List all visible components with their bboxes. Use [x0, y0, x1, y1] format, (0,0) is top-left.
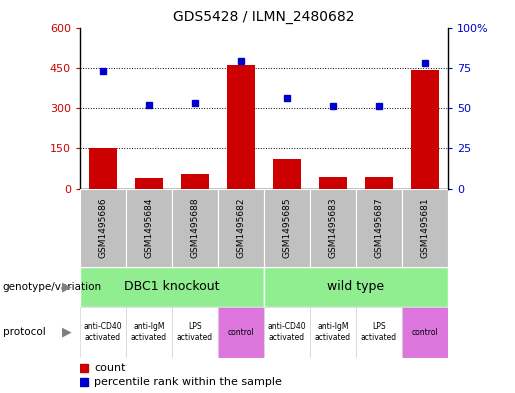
Bar	[402, 307, 448, 358]
Bar	[264, 307, 310, 358]
Text: wild type: wild type	[328, 280, 385, 294]
Text: percentile rank within the sample: percentile rank within the sample	[94, 377, 282, 387]
Text: genotype/variation: genotype/variation	[3, 282, 101, 292]
Bar	[411, 70, 439, 189]
Bar	[181, 174, 209, 189]
Text: GSM1495686: GSM1495686	[98, 198, 107, 258]
Bar	[80, 267, 264, 307]
Text: GSM1495683: GSM1495683	[329, 198, 337, 258]
Bar	[273, 159, 301, 189]
Text: ▶: ▶	[62, 280, 72, 294]
Bar	[218, 307, 264, 358]
Bar	[310, 189, 356, 267]
Text: control: control	[228, 328, 254, 336]
Bar	[135, 178, 163, 189]
Text: anti-IgM
activated: anti-IgM activated	[131, 322, 167, 342]
Bar	[365, 176, 393, 189]
Bar	[89, 148, 116, 189]
Text: GSM1495685: GSM1495685	[282, 198, 291, 258]
Bar	[218, 189, 264, 267]
Bar	[310, 307, 356, 358]
Text: anti-CD40
activated: anti-CD40 activated	[268, 322, 306, 342]
Text: GSM1495687: GSM1495687	[374, 198, 384, 258]
Bar	[172, 189, 218, 267]
Title: GDS5428 / ILMN_2480682: GDS5428 / ILMN_2480682	[173, 10, 355, 24]
Bar	[126, 307, 172, 358]
Bar	[126, 189, 172, 267]
Bar	[227, 65, 255, 189]
Text: DBC1 knockout: DBC1 knockout	[124, 280, 219, 294]
Text: GSM1495682: GSM1495682	[236, 198, 246, 258]
Bar	[80, 189, 126, 267]
Bar	[264, 267, 448, 307]
Text: LPS
activated: LPS activated	[177, 322, 213, 342]
Bar	[356, 307, 402, 358]
Text: count: count	[94, 364, 126, 373]
Text: ▶: ▶	[62, 325, 72, 339]
Bar	[402, 189, 448, 267]
Bar	[356, 189, 402, 267]
Text: GSM1495688: GSM1495688	[191, 198, 199, 258]
Text: GSM1495684: GSM1495684	[144, 198, 153, 258]
Text: anti-CD40
activated: anti-CD40 activated	[83, 322, 122, 342]
Text: control: control	[411, 328, 438, 336]
Bar	[319, 176, 347, 189]
Text: GSM1495681: GSM1495681	[421, 198, 430, 258]
Bar	[264, 189, 310, 267]
Text: anti-IgM
activated: anti-IgM activated	[315, 322, 351, 342]
Text: LPS
activated: LPS activated	[361, 322, 397, 342]
Bar	[80, 307, 126, 358]
Text: protocol: protocol	[3, 327, 45, 337]
Bar	[172, 307, 218, 358]
